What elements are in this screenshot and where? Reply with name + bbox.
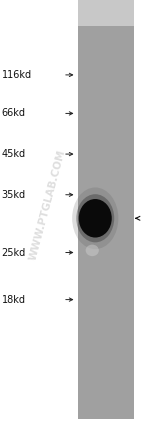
Text: 25kd: 25kd (2, 247, 26, 258)
Bar (78, 0, 134, 26)
Text: 45kd: 45kd (2, 149, 26, 159)
Bar (78, 9, 134, 419)
Text: 35kd: 35kd (2, 190, 26, 200)
Text: WWW.PTGLAB.COM: WWW.PTGLAB.COM (28, 149, 68, 262)
Ellipse shape (72, 187, 118, 249)
Ellipse shape (76, 194, 114, 242)
Ellipse shape (86, 244, 99, 256)
Text: 116kd: 116kd (2, 70, 32, 80)
Text: 66kd: 66kd (2, 108, 26, 119)
Ellipse shape (79, 199, 112, 238)
Text: 18kd: 18kd (2, 294, 26, 305)
